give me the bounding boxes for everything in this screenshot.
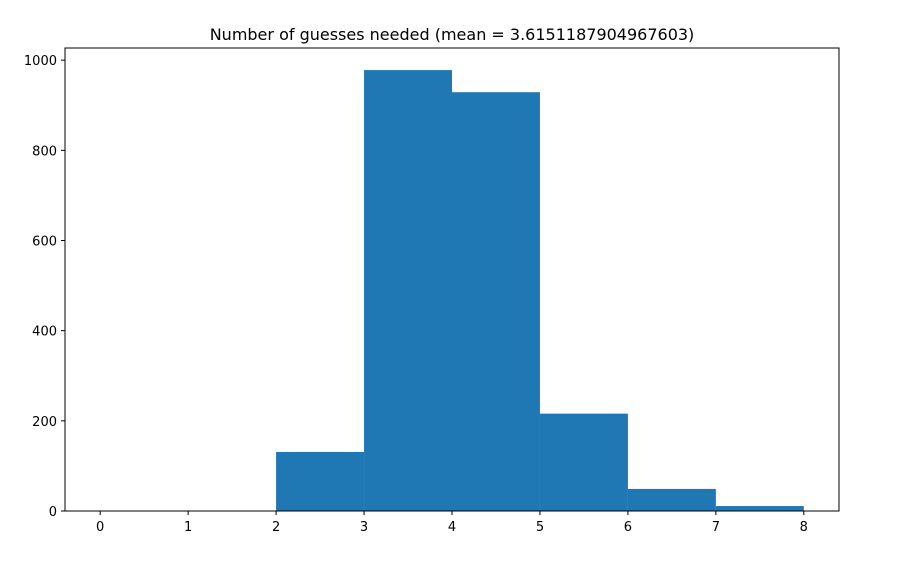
histogram-bar-5-6 xyxy=(539,413,628,511)
chart-title: Number of guesses needed (mean = 3.61511… xyxy=(210,25,695,44)
x-axis: 0 1 2 3 4 5 6 7 8 xyxy=(96,511,808,535)
y-tick-label: 200 xyxy=(32,415,57,430)
y-axis: 0 200 400 600 800 1000 xyxy=(24,54,65,520)
bars-layer xyxy=(276,70,804,512)
x-tick-label: 6 xyxy=(624,520,632,535)
y-tick-label: 800 xyxy=(32,144,57,159)
histogram-bar-7-8 xyxy=(715,506,804,511)
x-tick-label: 4 xyxy=(448,520,456,535)
y-tick-label: 0 xyxy=(49,505,57,520)
histogram-bar-6-7 xyxy=(627,488,716,511)
x-tick-label: 1 xyxy=(184,520,192,535)
x-tick-label: 5 xyxy=(536,520,544,535)
x-tick-label: 8 xyxy=(800,520,808,535)
x-tick-label: 0 xyxy=(96,520,104,535)
y-tick-label: 1000 xyxy=(24,54,57,69)
x-tick-label: 7 xyxy=(712,520,720,535)
histogram-bar-3-4 xyxy=(364,70,452,512)
x-tick-label: 2 xyxy=(272,520,280,535)
y-tick-label: 600 xyxy=(32,235,57,250)
histogram-bar-4-5 xyxy=(452,92,540,512)
x-tick-label: 3 xyxy=(360,520,368,535)
histogram-bar-2-3 xyxy=(276,451,365,511)
y-tick-label: 400 xyxy=(32,325,57,340)
